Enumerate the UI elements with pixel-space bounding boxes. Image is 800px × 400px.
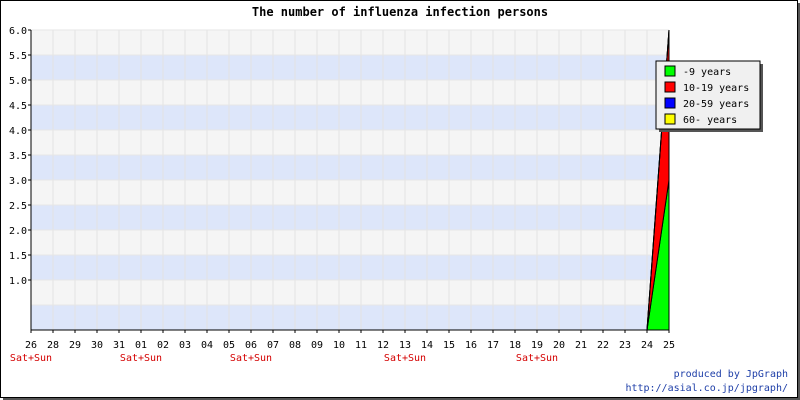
x-tick-label: 16 [465, 340, 477, 351]
y-tick-label: 3.0 [9, 176, 27, 187]
legend-entry: -9 years [683, 67, 731, 78]
x-tick-label: 22 [597, 340, 609, 351]
weekend-label: Sat+Sun [384, 353, 426, 364]
plot-band [31, 280, 669, 305]
x-tick-label: 11 [355, 340, 367, 351]
axes: 1.0 1.5 2.0 2.5 3.0 3.5 4.0 4.5 5.0 5.5 6.0 26 28 29 3… [9, 26, 675, 364]
y-tick-label: 5.5 [9, 51, 27, 62]
credit-produced-by: produced by JpGraph [674, 369, 788, 380]
plot-band [31, 30, 669, 55]
x-tick-label: 28 [47, 340, 59, 351]
legend-entry: 20-59 years [683, 99, 749, 110]
x-tick-label: 07 [267, 340, 279, 351]
x-tick-label: 06 [245, 340, 257, 351]
x-tick-label: 17 [487, 340, 499, 351]
plot-band [31, 205, 669, 230]
x-tick-label: 13 [399, 340, 411, 351]
legend: -9 years 10-19 years 20-59 years 60- years [655, 60, 763, 132]
x-tick-label: 01 [135, 340, 147, 351]
legend-entry: 60- years [683, 115, 737, 126]
plot-band [31, 80, 669, 105]
plot-bands [31, 30, 669, 330]
legend-entry: 10-19 years [683, 83, 749, 94]
weekend-label: Sat+Sun [516, 353, 558, 364]
plot-band [31, 155, 669, 180]
y-tick-label: 4.0 [9, 126, 27, 137]
legend-swatch [664, 97, 676, 109]
x-tick-label: 31 [113, 340, 125, 351]
x-tick-label: 24 [641, 340, 653, 351]
plot-band [31, 230, 669, 255]
plot-band [31, 105, 669, 130]
chart-title: The number of influenza infection person… [252, 5, 548, 19]
plot-band [31, 180, 669, 205]
y-tick-label: 4.5 [9, 101, 27, 112]
x-tick-label: 05 [223, 340, 235, 351]
x-tick-label: 18 [509, 340, 521, 351]
plot-band [31, 55, 669, 80]
y-tick-label: 1.0 [9, 276, 27, 287]
x-tick-label: 29 [69, 340, 81, 351]
x-tick-label: 08 [289, 340, 301, 351]
x-tick-label: 12 [377, 340, 389, 351]
y-tick-label: 2.0 [9, 226, 27, 237]
y-tick-label: 2.5 [9, 201, 27, 212]
weekend-label: Sat+Sun [10, 353, 52, 364]
legend-swatch [664, 113, 676, 125]
x-tick-label: 09 [311, 340, 323, 351]
x-tick-label: 26 [25, 340, 37, 351]
x-tick-label: 30 [91, 340, 103, 351]
legend-swatch [664, 65, 676, 77]
x-tick-label: 19 [531, 340, 543, 351]
plot-band [31, 305, 669, 330]
x-tick-label: 02 [157, 340, 169, 351]
plot-band [31, 255, 669, 280]
x-tick-label: 04 [201, 340, 213, 351]
x-tick-label: 15 [443, 340, 455, 351]
y-tick-label: 6.0 [9, 26, 27, 37]
weekend-label: Sat+Sun [230, 353, 272, 364]
x-tick-label: 10 [333, 340, 345, 351]
x-tick-label: 14 [421, 340, 433, 351]
y-tick-label: 1.5 [9, 251, 27, 262]
x-tick-label: 23 [619, 340, 631, 351]
y-tick-label: 3.5 [9, 151, 27, 162]
x-tick-label: 20 [553, 340, 565, 351]
legend-swatch [664, 81, 676, 93]
x-tick-label: 25 [663, 340, 675, 351]
credit-url[interactable]: http://asial.co.jp/jpgraph/ [625, 383, 788, 394]
weekend-label: Sat+Sun [120, 353, 162, 364]
x-tick-label: 21 [575, 340, 587, 351]
plot-band [31, 130, 669, 155]
y-tick-label: 5.0 [9, 76, 27, 87]
x-tick-label: 03 [179, 340, 191, 351]
